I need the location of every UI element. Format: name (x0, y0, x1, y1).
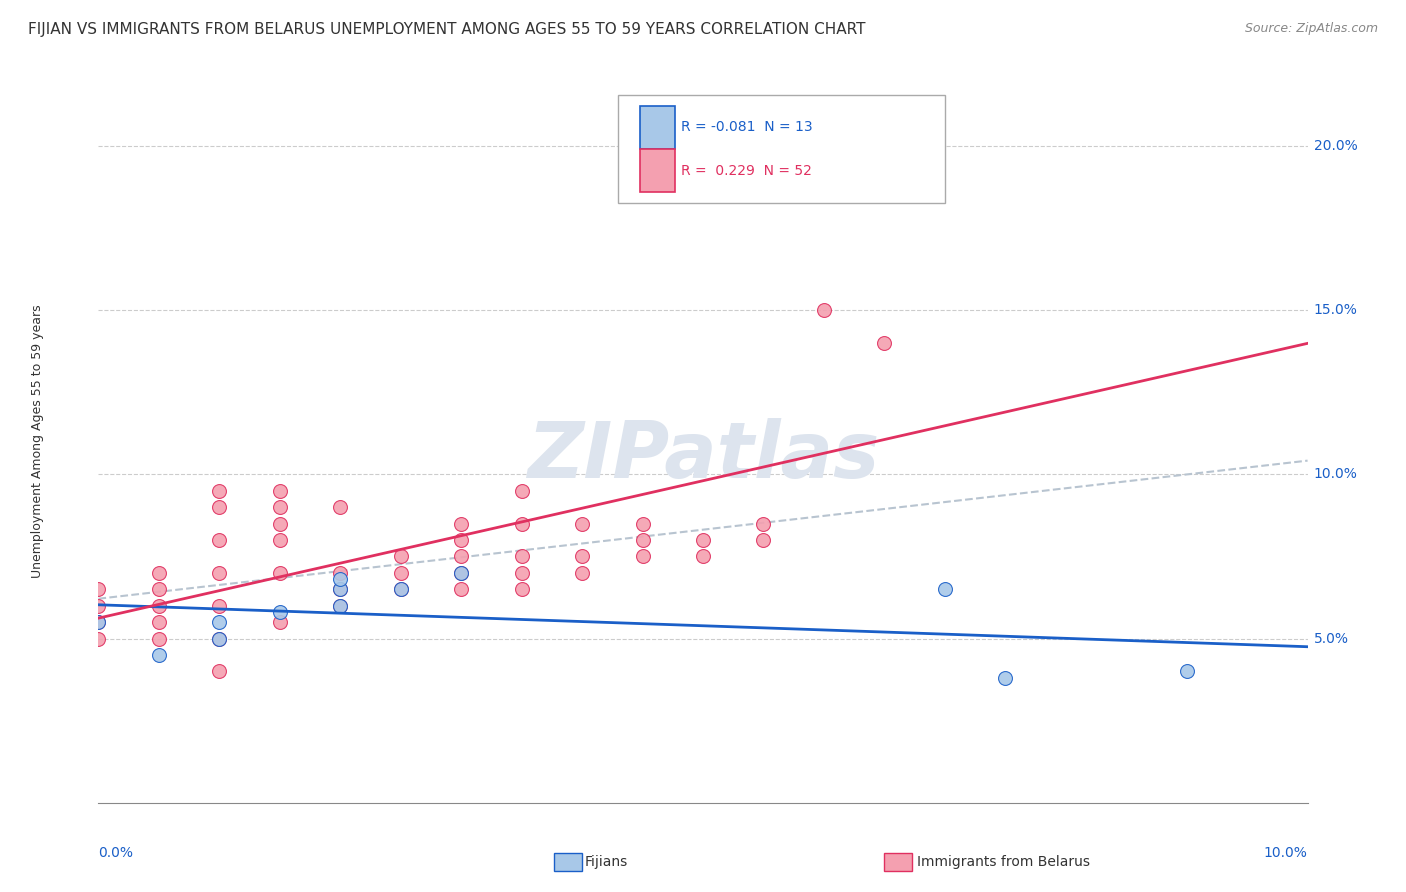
Point (450, 549, 472, 564)
Point (510, 516, 533, 531)
Point (631, 533, 654, 547)
Point (752, 516, 775, 531)
Point (87, 615, 110, 630)
Point (450, 516, 472, 531)
Text: Immigrants from Belarus: Immigrants from Belarus (917, 855, 1090, 869)
Point (692, 533, 714, 547)
Point (208, 665, 231, 679)
Point (148, 615, 170, 630)
Point (510, 566, 533, 580)
Point (329, 599, 352, 613)
Point (329, 599, 352, 613)
Point (329, 566, 352, 580)
Point (208, 500, 231, 515)
Text: R =  0.229  N = 52: R = 0.229 N = 52 (682, 163, 813, 178)
Point (87, 632, 110, 646)
Point (208, 566, 231, 580)
Point (752, 533, 775, 547)
Point (934, 582, 956, 597)
Point (208, 483, 231, 498)
Point (329, 582, 352, 597)
FancyBboxPatch shape (619, 95, 945, 203)
Point (208, 632, 231, 646)
Text: Unemployment Among Ages 55 to 59 years: Unemployment Among Ages 55 to 59 years (31, 305, 45, 578)
Point (269, 500, 291, 515)
Point (329, 500, 352, 515)
Point (450, 533, 472, 547)
Text: Fijians: Fijians (585, 855, 628, 869)
Point (329, 582, 352, 597)
Point (208, 615, 231, 630)
Text: ZIPatlas: ZIPatlas (527, 418, 879, 494)
Point (87, 615, 110, 630)
Point (269, 566, 291, 580)
FancyBboxPatch shape (640, 106, 675, 149)
Point (148, 632, 170, 646)
Point (631, 549, 654, 564)
Point (269, 605, 291, 619)
Text: 5.0%: 5.0% (1313, 632, 1348, 646)
Point (692, 549, 714, 564)
Text: 0.0%: 0.0% (98, 847, 134, 860)
Point (389, 566, 412, 580)
Point (873, 336, 896, 351)
Point (148, 648, 170, 662)
Point (148, 582, 170, 597)
Point (208, 632, 231, 646)
Point (510, 483, 533, 498)
Text: Source: ZipAtlas.com: Source: ZipAtlas.com (1244, 22, 1378, 36)
Point (813, 303, 835, 318)
Point (269, 516, 291, 531)
FancyBboxPatch shape (640, 149, 675, 192)
Point (269, 483, 291, 498)
Text: R = -0.081  N = 13: R = -0.081 N = 13 (682, 120, 813, 134)
Text: 10.0%: 10.0% (1313, 467, 1358, 482)
Point (571, 566, 593, 580)
Point (631, 516, 654, 531)
Point (329, 573, 352, 587)
Point (87, 599, 110, 613)
Point (510, 582, 533, 597)
Point (450, 566, 472, 580)
Point (571, 549, 593, 564)
Point (510, 549, 533, 564)
Point (450, 582, 472, 597)
Text: 15.0%: 15.0% (1313, 303, 1358, 318)
Point (148, 566, 170, 580)
Point (269, 615, 291, 630)
Point (752, 171, 775, 186)
Text: 10.0%: 10.0% (1264, 847, 1308, 860)
Point (148, 599, 170, 613)
Point (450, 566, 472, 580)
Point (994, 671, 1017, 685)
Text: FIJIAN VS IMMIGRANTS FROM BELARUS UNEMPLOYMENT AMONG AGES 55 TO 59 YEARS CORRELA: FIJIAN VS IMMIGRANTS FROM BELARUS UNEMPL… (28, 22, 866, 37)
Point (208, 599, 231, 613)
Point (571, 516, 593, 531)
Point (87, 582, 110, 597)
Point (389, 549, 412, 564)
Point (1175, 665, 1198, 679)
Point (389, 582, 412, 597)
Point (208, 533, 231, 547)
Text: 20.0%: 20.0% (1313, 139, 1357, 153)
Point (389, 582, 412, 597)
Point (269, 533, 291, 547)
